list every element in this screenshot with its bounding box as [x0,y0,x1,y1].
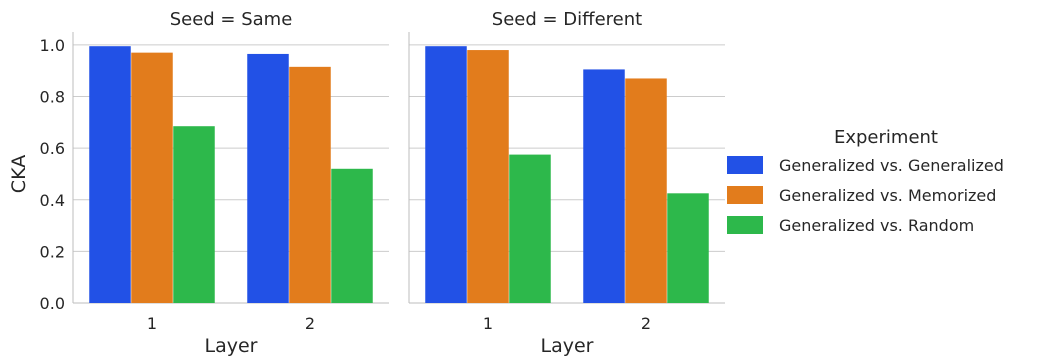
x-axis-title: Layer [541,335,594,356]
y-axis-title: CKA [8,155,30,193]
facet-panel: 0.0 0.2 0.4 0.6 0.8 1.0 Seed = Same 1 2 Layer [40,9,389,356]
bar [247,53,289,303]
bar [289,66,331,303]
bar [173,126,215,303]
y-tick-label: 1.0 [40,36,65,55]
bar [667,193,709,303]
bar [509,154,551,303]
x-axis-title: Layer [205,335,258,356]
facet-panel: Seed = Different 1 2 Layer [408,9,725,356]
facet-title: Seed = Same [170,9,293,30]
legend-swatch [727,186,763,204]
bar [331,168,373,303]
legend-swatch [727,156,763,174]
bar [131,52,173,304]
y-tick-label: 0.2 [40,242,65,261]
legend-swatch [727,216,763,234]
legend-label: Generalized vs. Generalized [779,156,1004,175]
y-tick-label: 0.8 [40,88,65,107]
facet-title: Seed = Different [492,9,642,30]
legend-title: Experiment [834,127,938,148]
legend-label: Generalized vs. Memorized [779,186,996,205]
x-tick-label: 2 [305,314,315,333]
bar [625,78,667,303]
bar [89,46,131,303]
bar [583,69,625,303]
bar [425,46,467,303]
legend: Experiment Generalized vs. Generalized Ge… [727,127,1004,235]
y-tick-label: 0.6 [40,139,65,158]
y-tick-label: 0.4 [40,191,65,210]
legend-label: Generalized vs. Random [779,216,974,235]
x-tick-label: 2 [641,314,651,333]
bar [467,50,509,303]
x-tick-label: 1 [147,314,157,333]
y-tick-label: 0.0 [40,294,65,313]
x-tick-label: 1 [483,314,493,333]
